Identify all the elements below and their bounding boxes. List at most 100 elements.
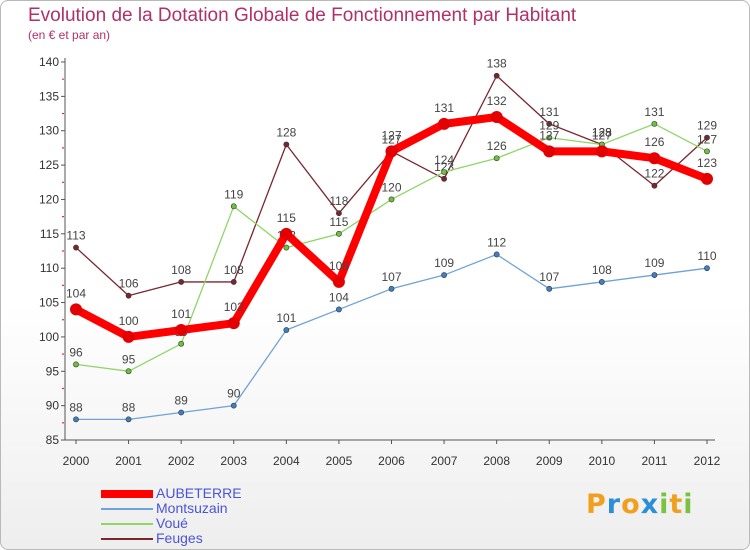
data-label: 102 xyxy=(224,300,244,314)
x-tick-label: 2005 xyxy=(326,454,353,468)
logo-letter: x xyxy=(640,489,660,520)
x-tick-label: 2003 xyxy=(220,454,247,468)
legend-label: Montsuzain xyxy=(156,500,228,516)
data-label: 112 xyxy=(487,235,506,249)
data-point xyxy=(598,279,605,285)
data-point xyxy=(441,169,447,175)
data-label: 126 xyxy=(644,135,664,149)
y-tick-label: 110 xyxy=(40,261,59,275)
data-point xyxy=(283,244,290,251)
data-label: 101 xyxy=(276,311,296,325)
data-point xyxy=(546,285,553,292)
x-tick-label: 2006 xyxy=(378,454,405,468)
legend-label: AUBETERRE xyxy=(156,485,242,501)
data-label: 120 xyxy=(381,180,401,194)
y-tick-label: 130 xyxy=(39,124,59,138)
data-point xyxy=(493,251,500,258)
y-tick-label: 125 xyxy=(39,158,59,172)
legend-swatch xyxy=(101,489,153,498)
data-point xyxy=(336,306,342,313)
data-label: 104 xyxy=(329,290,349,304)
data-point xyxy=(385,145,398,158)
series-montsuzain: 88 88 89 90 101 104 107 109 112 107 108 109 110 xyxy=(69,235,717,423)
data-point xyxy=(125,368,132,375)
data-label: 108 xyxy=(592,263,612,277)
data-point xyxy=(230,203,237,210)
y-tick-label: 85 xyxy=(46,433,60,447)
legend-swatch xyxy=(101,507,153,510)
data-point xyxy=(178,279,185,285)
proxiti-logo: Proxiti xyxy=(586,489,694,520)
series-feuges: 113 106 108 108 128 118 127 123 138 131 128 122 129 xyxy=(66,57,717,299)
data-point xyxy=(73,361,79,368)
x-tick-label: 2011 xyxy=(642,454,668,468)
data-point xyxy=(178,409,185,416)
data-label: 127 xyxy=(539,128,559,142)
data-label: 101 xyxy=(171,307,191,321)
data-point xyxy=(125,416,132,423)
x-tick-label: 2000 xyxy=(63,454,90,468)
data-label: 128 xyxy=(592,125,612,139)
data-label: 126 xyxy=(487,139,507,153)
data-point xyxy=(701,172,713,185)
data-point xyxy=(336,230,342,237)
data-point xyxy=(388,196,395,203)
data-point xyxy=(332,275,345,288)
data-label: 100 xyxy=(119,314,139,328)
legend-label: Voué xyxy=(156,515,188,531)
data-label: 128 xyxy=(276,125,296,139)
y-tick-label: 100 xyxy=(39,330,59,344)
data-label: 90 xyxy=(227,387,241,401)
y-tick-label: 135 xyxy=(39,89,59,103)
data-label: 106 xyxy=(119,277,139,291)
data-label: 122 xyxy=(644,167,664,181)
x-tick-label: 2008 xyxy=(483,454,510,468)
y-tick-label: 140 xyxy=(39,55,59,69)
data-point xyxy=(336,210,342,217)
y-tick-label: 105 xyxy=(39,296,59,310)
data-label: 127 xyxy=(697,132,717,146)
x-tick-label: 2001 xyxy=(115,454,142,468)
data-label: 131 xyxy=(644,105,664,119)
data-label: 118 xyxy=(329,194,348,208)
data-label: 109 xyxy=(644,256,664,270)
data-label: 110 xyxy=(697,249,716,263)
data-point xyxy=(543,145,556,158)
data-label: 129 xyxy=(697,119,717,133)
data-point xyxy=(283,327,290,333)
data-label: 107 xyxy=(381,270,401,284)
logo-letter: i xyxy=(683,489,694,520)
y-tick-label: 115 xyxy=(40,227,59,241)
data-point xyxy=(704,148,710,155)
data-point xyxy=(438,117,451,130)
data-point xyxy=(493,72,500,79)
data-label: 119 xyxy=(224,187,243,201)
data-label: 88 xyxy=(69,400,83,414)
x-tick-label: 2002 xyxy=(168,454,195,468)
data-label: 104 xyxy=(66,286,86,300)
data-label: 127 xyxy=(381,128,401,142)
data-point xyxy=(73,244,79,251)
data-label: 127 xyxy=(592,128,612,142)
data-label: 128 xyxy=(592,125,612,139)
data-label: 95 xyxy=(122,352,136,366)
data-point xyxy=(388,285,395,292)
data-point xyxy=(651,182,658,189)
data-point xyxy=(70,303,82,316)
data-point xyxy=(546,120,553,127)
y-tick-label: 120 xyxy=(39,192,59,206)
data-label: 115 xyxy=(329,215,348,229)
logo-letter: i xyxy=(659,489,670,520)
logo-letter: o xyxy=(621,489,641,520)
data-point xyxy=(546,134,553,141)
x-tick-label: 2012 xyxy=(694,454,721,468)
data-label: 113 xyxy=(66,229,85,243)
chart-subtitle: (en € et par an) xyxy=(28,28,111,42)
data-point xyxy=(651,120,658,127)
data-label: 127 xyxy=(381,132,401,146)
data-label: 131 xyxy=(434,101,454,115)
data-label: 107 xyxy=(539,270,559,284)
data-point xyxy=(493,155,500,162)
